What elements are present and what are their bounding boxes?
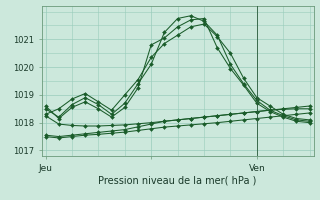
X-axis label: Pression niveau de la mer( hPa ): Pression niveau de la mer( hPa ) — [99, 175, 257, 185]
